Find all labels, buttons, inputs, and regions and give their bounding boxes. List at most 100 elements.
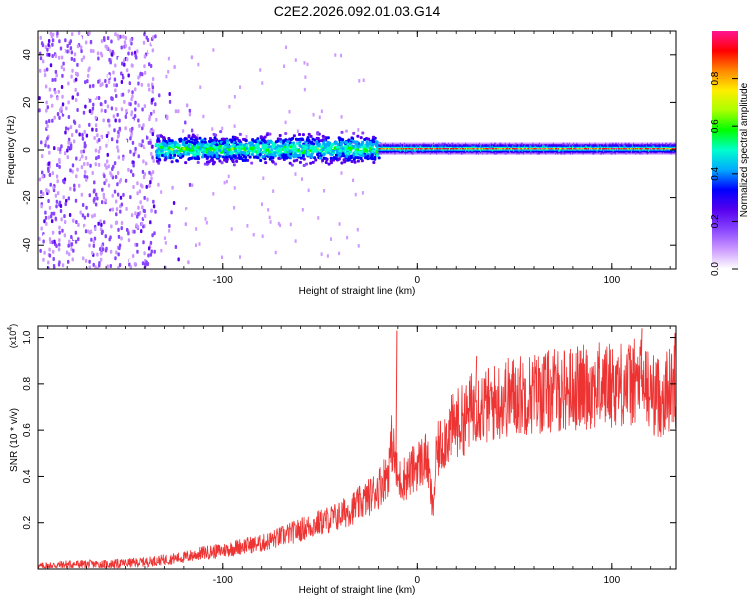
spectrogram-cell <box>650 147 652 150</box>
spectrogram-cell <box>618 142 620 145</box>
spectrogram-cell <box>410 146 412 149</box>
spectrogram-cell <box>547 150 549 153</box>
spectrogram-cell <box>326 136 330 140</box>
spectrogram-cell <box>457 146 459 149</box>
spectrogram-cell <box>41 175 44 180</box>
spectrogram-cell <box>644 142 647 145</box>
spectrogram-cell <box>461 150 464 153</box>
spectrogram-cell <box>626 146 628 149</box>
spectrogram-cell <box>359 156 363 160</box>
spectrogram-cell <box>309 161 313 165</box>
spectrogram-cell <box>94 148 98 153</box>
spectrogram-cell <box>227 145 231 149</box>
spectrogram-cell <box>388 151 390 154</box>
spectrogram-cell <box>474 151 476 154</box>
spectrogram-cell <box>200 73 203 78</box>
spectrogram-cell <box>605 142 607 145</box>
spectrogram-cell <box>561 149 563 151</box>
spectrogram-cell <box>544 147 546 150</box>
spectrogram-cell <box>507 149 510 151</box>
spectrogram-cell <box>451 146 453 149</box>
spectrogram-cell <box>296 148 300 152</box>
spectrogram-cell <box>560 149 562 151</box>
spectrogram-cell <box>462 151 465 154</box>
spectrogram-cell <box>535 143 537 146</box>
spectrogram-cell <box>165 74 168 79</box>
spectrogram-cell <box>612 149 614 151</box>
spectrogram-cell <box>73 52 77 57</box>
spectrogram-cell <box>661 142 664 145</box>
spectrogram-cell <box>69 46 73 51</box>
spectrogram-cell <box>647 145 650 147</box>
spectrogram-cell <box>605 146 607 149</box>
spectrogram-cell <box>340 171 343 175</box>
spectrogram-cell <box>91 228 95 233</box>
spectrogram-cell <box>179 148 183 152</box>
spectrogram-cell <box>97 155 100 160</box>
spectrogram-cell <box>75 220 78 225</box>
spectrogram-cell <box>152 204 156 209</box>
spectrogram-cell <box>388 150 390 153</box>
spectrogram-cell <box>63 233 67 238</box>
spectrogram-cell <box>597 142 600 145</box>
spectrogram-cell <box>430 151 433 154</box>
spectrogram-cell <box>507 147 510 150</box>
spectrogram-cell <box>113 128 116 133</box>
spectrogram-cell <box>567 142 570 145</box>
spectrogram-cell <box>140 243 143 248</box>
spectrogram-cell <box>580 147 582 150</box>
spectrogram-cell <box>669 153 671 155</box>
spectrogram-cell <box>555 147 558 150</box>
spectrogram-cell <box>213 136 217 140</box>
spectrogram-cell <box>349 148 353 152</box>
spectrogram-cell <box>502 142 504 145</box>
spectrogram-cell <box>53 115 56 120</box>
spectrogram-cell <box>506 151 509 154</box>
spectrogram-cell <box>638 143 640 146</box>
spectrogram-cell <box>329 156 333 160</box>
spectrogram-cell <box>74 239 78 244</box>
spectrogram-cell <box>506 153 509 155</box>
spectrogram-cell <box>384 142 387 145</box>
spectrogram-cell <box>545 145 547 147</box>
spectrogram-cell <box>544 142 546 145</box>
spectrogram-cell <box>473 151 475 154</box>
spectrogram-cell <box>439 142 441 145</box>
spectrogram-cell <box>174 244 178 249</box>
spectrogram-cell <box>138 189 142 194</box>
spectrogram-cell <box>592 147 594 150</box>
spectrogram-cell <box>392 146 394 149</box>
spectrogram-cell <box>181 140 185 144</box>
spectrogram-cell <box>438 143 440 146</box>
spectrogram-cell <box>518 146 520 149</box>
spectrogram-cell <box>582 146 585 149</box>
spectrogram-cell <box>526 147 528 150</box>
spectrogram-cell <box>75 174 78 179</box>
spectrogram-cell <box>450 143 452 146</box>
spectrogram-cell <box>477 142 480 145</box>
spectrogram-cell <box>519 146 521 149</box>
spectrogram-cell <box>193 153 197 157</box>
spectrogram-cell <box>558 151 560 154</box>
spectrogram-cell <box>435 143 437 146</box>
spectrogram-cell <box>403 151 405 154</box>
spectrogram-cell <box>592 146 594 149</box>
spectrogram-cell <box>588 149 590 151</box>
spectrogram-cell <box>475 145 478 147</box>
spectrogram-cell <box>484 147 486 150</box>
spectrogram-cell <box>653 151 655 154</box>
spectrogram-cell <box>422 150 424 153</box>
spectrogram-cell <box>637 150 639 153</box>
spectrogram-cell <box>279 140 283 144</box>
spectrogram-cell <box>575 151 577 154</box>
spectrogram-cell <box>356 159 360 163</box>
spectrogram-cell <box>488 142 490 145</box>
spectrogram-cell <box>141 205 144 210</box>
spectrogram-cell <box>593 150 595 153</box>
spectrogram-cell <box>432 147 435 150</box>
spectrogram-cell <box>666 143 668 146</box>
spectrogram-cell <box>406 143 408 146</box>
spectrogram-cell <box>668 143 670 146</box>
spectrogram-cell <box>536 151 539 154</box>
spectrogram-cell <box>657 149 659 151</box>
